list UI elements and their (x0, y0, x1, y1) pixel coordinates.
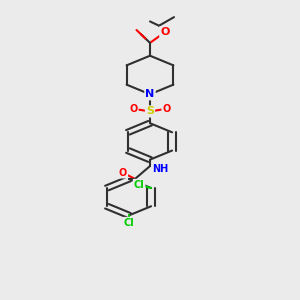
Text: O: O (162, 104, 171, 114)
Text: NH: NH (152, 164, 169, 174)
Text: S: S (146, 106, 154, 116)
Text: Cl: Cl (134, 180, 145, 190)
Text: N: N (146, 89, 154, 99)
Text: O: O (129, 104, 138, 114)
Text: O: O (119, 167, 127, 178)
Text: Cl: Cl (124, 218, 134, 228)
Text: O: O (160, 27, 170, 37)
